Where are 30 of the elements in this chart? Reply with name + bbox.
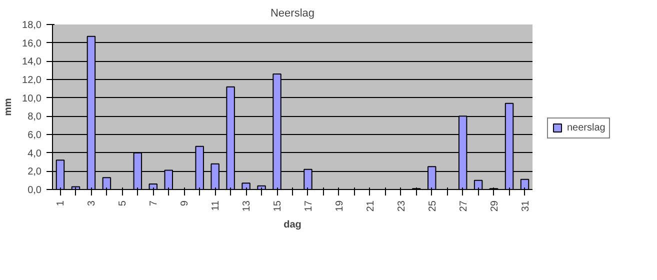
y-tick-label: 16,0: [22, 38, 42, 50]
x-tick-label: 29: [489, 200, 500, 212]
x-tick-label: 21: [365, 200, 376, 212]
x-tick-label: 13: [242, 200, 253, 212]
x-tick-label: 3: [86, 200, 98, 206]
x-axis-title: dag: [284, 220, 302, 231]
x-tick-label: 19: [334, 200, 346, 212]
legend-label: neerslag: [567, 122, 606, 133]
x-tick-label: 31: [520, 200, 532, 212]
x-tick-label: 15: [272, 200, 284, 212]
y-tick-label: 0,0: [28, 185, 42, 196]
x-tick-label: 5: [118, 200, 129, 206]
y-tick-label: 2,0: [28, 166, 42, 178]
x-tick-label: 1: [56, 200, 67, 206]
x-tick-label: 23: [396, 200, 408, 212]
chart-title: Neerslag: [270, 8, 315, 20]
y-tick-label: 18,0: [22, 20, 42, 31]
x-tick-label: 7: [148, 200, 160, 206]
y-tick-label: 10,0: [22, 93, 42, 104]
y-axis-title: mm: [3, 98, 14, 116]
y-tick-label: 6,0: [28, 130, 42, 141]
y-tick-label: 12,0: [22, 75, 42, 86]
y-tick-label: 8,0: [28, 112, 42, 123]
x-tick-label: 9: [180, 200, 191, 206]
y-tick-label: 4,0: [28, 148, 42, 160]
x-tick-label: 25: [427, 200, 438, 212]
x-tick-label: 11: [210, 200, 222, 211]
y-tick-label: 14,0: [22, 56, 42, 68]
x-tick-label: 17: [303, 200, 314, 212]
x-tick-label: 27: [458, 200, 470, 212]
